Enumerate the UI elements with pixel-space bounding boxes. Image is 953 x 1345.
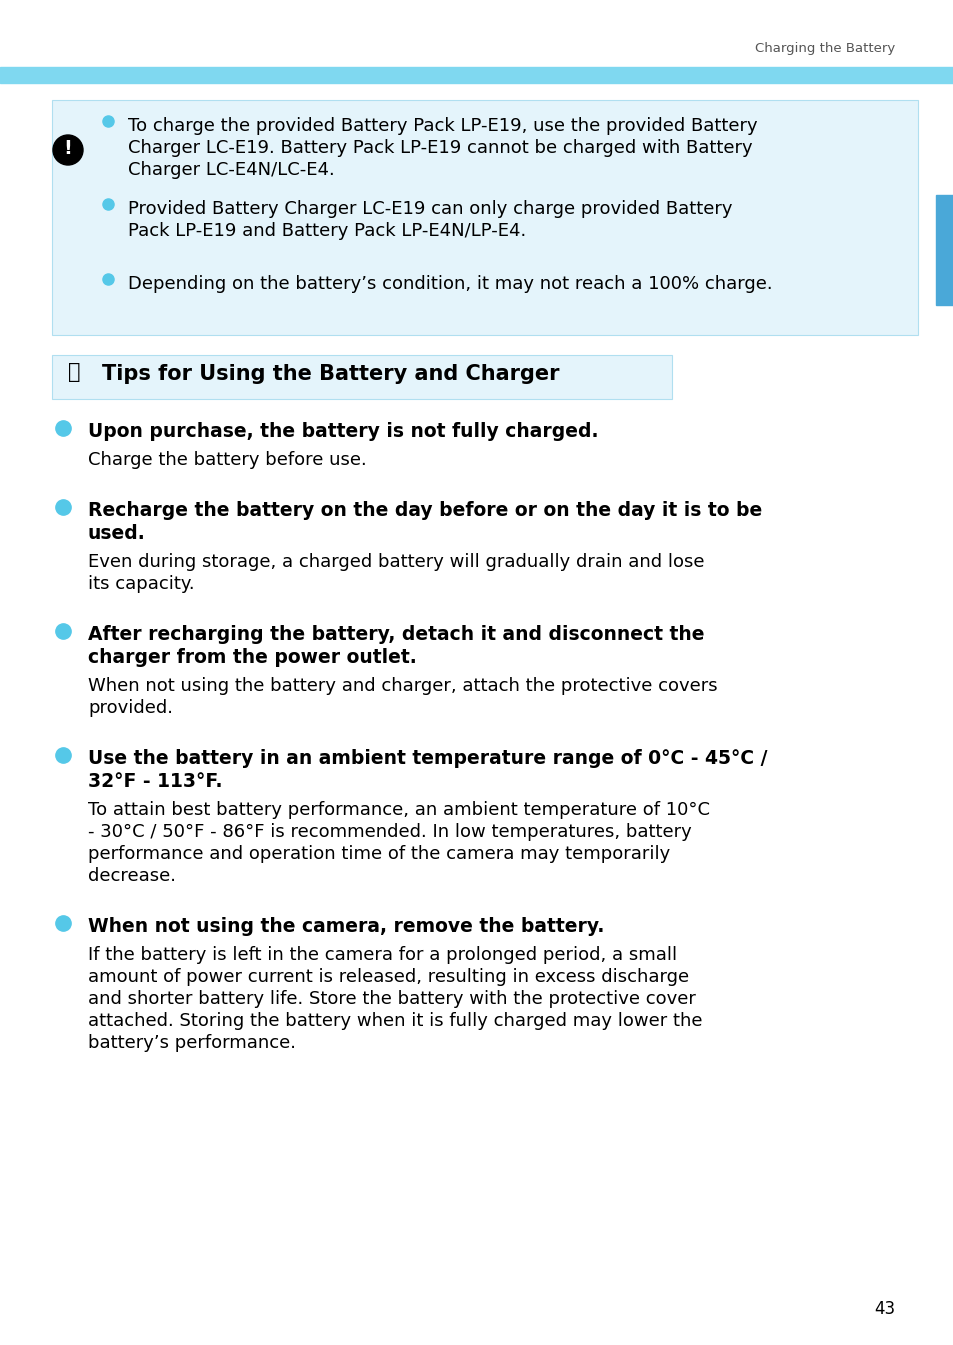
Text: performance and operation time of the camera may temporarily: performance and operation time of the ca…: [88, 845, 670, 863]
Text: 💡: 💡: [68, 362, 80, 382]
Circle shape: [53, 134, 83, 165]
Text: Charger LC-E19. Battery Pack LP-E19 cannot be charged with Battery: Charger LC-E19. Battery Pack LP-E19 cann…: [128, 139, 752, 157]
Text: amount of power current is released, resulting in excess discharge: amount of power current is released, res…: [88, 968, 688, 986]
Text: 32°F - 113°F.: 32°F - 113°F.: [88, 772, 222, 791]
Text: - 30°C / 50°F - 86°F is recommended. In low temperatures, battery: - 30°C / 50°F - 86°F is recommended. In …: [88, 823, 691, 841]
Text: attached. Storing the battery when it is fully charged may lower the: attached. Storing the battery when it is…: [88, 1011, 701, 1030]
Text: To charge the provided Battery Pack LP-E19, use the provided Battery: To charge the provided Battery Pack LP-E…: [128, 117, 757, 134]
Text: To attain best battery performance, an ambient temperature of 10°C: To attain best battery performance, an a…: [88, 802, 709, 819]
Text: battery’s performance.: battery’s performance.: [88, 1034, 295, 1052]
Text: Provided Battery Charger LC-E19 can only charge provided Battery: Provided Battery Charger LC-E19 can only…: [128, 200, 732, 218]
Text: Tips for Using the Battery and Charger: Tips for Using the Battery and Charger: [102, 364, 558, 385]
Text: Charger LC-E4N/LC-E4.: Charger LC-E4N/LC-E4.: [128, 161, 335, 179]
Text: decrease.: decrease.: [88, 868, 175, 885]
Bar: [0, 67, 953, 83]
Text: Upon purchase, the battery is not fully charged.: Upon purchase, the battery is not fully …: [88, 422, 598, 441]
Text: Depending on the battery’s condition, it may not reach a 100% charge.: Depending on the battery’s condition, it…: [128, 274, 772, 293]
FancyBboxPatch shape: [52, 355, 671, 399]
Text: Recharge the battery on the day before or on the day it is to be: Recharge the battery on the day before o…: [88, 500, 761, 521]
Text: After recharging the battery, detach it and disconnect the: After recharging the battery, detach it …: [88, 625, 703, 644]
Text: Use the battery in an ambient temperature range of 0°C - 45°C /: Use the battery in an ambient temperatur…: [88, 749, 767, 768]
Text: When not using the camera, remove the battery.: When not using the camera, remove the ba…: [88, 917, 604, 936]
Text: and shorter battery life. Store the battery with the protective cover: and shorter battery life. Store the batt…: [88, 990, 695, 1007]
Text: When not using the battery and charger, attach the protective covers: When not using the battery and charger, …: [88, 677, 717, 695]
Text: Pack LP-E19 and Battery Pack LP-E4N/LP-E4.: Pack LP-E19 and Battery Pack LP-E4N/LP-E…: [128, 222, 526, 239]
Text: provided.: provided.: [88, 699, 172, 717]
Text: Charge the battery before use.: Charge the battery before use.: [88, 451, 366, 469]
Text: used.: used.: [88, 525, 146, 543]
Text: its capacity.: its capacity.: [88, 576, 194, 593]
Text: !: !: [64, 139, 72, 157]
Text: If the battery is left in the camera for a prolonged period, a small: If the battery is left in the camera for…: [88, 946, 677, 964]
Text: Even during storage, a charged battery will gradually drain and lose: Even during storage, a charged battery w…: [88, 553, 703, 572]
FancyBboxPatch shape: [52, 100, 917, 335]
Text: charger from the power outlet.: charger from the power outlet.: [88, 648, 416, 667]
Bar: [935, 195, 953, 305]
Text: Charging the Battery: Charging the Battery: [754, 42, 894, 55]
Text: 43: 43: [873, 1301, 894, 1318]
